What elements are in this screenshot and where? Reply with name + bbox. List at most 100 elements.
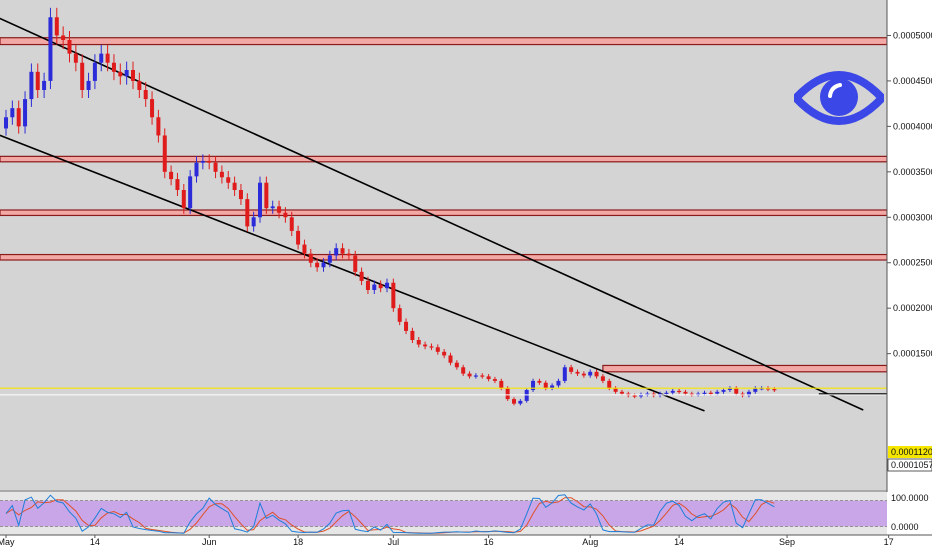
candle-body <box>581 373 586 376</box>
candles <box>4 7 777 406</box>
time-tick-label: Aug <box>582 537 598 547</box>
candle-body <box>99 53 104 63</box>
time-tick-label: May <box>0 537 15 547</box>
candle-body <box>588 371 593 376</box>
time-tick-label: 14 <box>90 537 100 547</box>
time-tick-label: 16 <box>484 537 494 547</box>
candle-body <box>277 206 282 213</box>
candle-body <box>92 62 97 81</box>
candle-body <box>131 70 135 81</box>
candle-body <box>645 393 650 395</box>
candle-body <box>200 160 205 163</box>
candle-body <box>296 230 301 245</box>
candle-body <box>73 53 78 63</box>
candle-body <box>80 62 85 90</box>
candle-body <box>111 62 116 72</box>
candle-body <box>42 80 47 90</box>
candle-body <box>569 367 574 372</box>
candle-body <box>226 177 231 183</box>
candle-body <box>162 135 167 172</box>
candle-body <box>150 99 155 118</box>
candle-body <box>48 17 53 81</box>
time-axis-labels: May14Jun18Jul16Aug14Sep17Oct15Nov14 <box>0 535 894 547</box>
candle-body <box>702 392 707 394</box>
indicator-band <box>0 500 887 527</box>
price-tick-label: 0.0001500 <box>893 349 932 359</box>
candle-body <box>308 253 313 263</box>
candle-body <box>499 380 504 389</box>
candle-body <box>29 71 34 100</box>
candle-body <box>721 390 726 392</box>
candle-body <box>397 308 402 322</box>
candle-body <box>137 80 142 90</box>
candle-body <box>251 217 256 227</box>
time-axis <box>0 535 932 550</box>
candle-body <box>175 179 180 190</box>
candle-body <box>632 395 637 397</box>
candle-body <box>467 373 472 377</box>
price-tick-label: 0.0005000 <box>893 30 932 40</box>
candle-body <box>505 388 510 400</box>
candle-body <box>543 382 548 389</box>
candle-body <box>575 371 580 374</box>
candle-body <box>372 284 377 290</box>
candle-body <box>518 400 523 404</box>
candle-body <box>537 380 542 383</box>
candle-body <box>404 321 409 331</box>
candle-body <box>448 355 453 363</box>
candle-body <box>556 380 561 386</box>
candle-body <box>442 351 447 356</box>
secondary-price-tag-bg <box>887 458 932 472</box>
candle-body <box>594 371 599 377</box>
candle-body <box>54 17 59 36</box>
indicator-tick-bottom: 0.0000 <box>891 522 919 532</box>
candle-body <box>302 244 307 254</box>
candle-body <box>346 253 351 256</box>
candle-body <box>181 190 186 209</box>
candle-body <box>10 108 15 118</box>
candle-body <box>105 53 110 63</box>
candle-body <box>734 388 739 394</box>
candle-body <box>435 347 440 352</box>
candle-body <box>423 344 428 347</box>
candle-body <box>454 362 459 368</box>
resistance-zone <box>0 155 888 163</box>
candle-body <box>607 380 612 389</box>
candle-body <box>169 171 174 180</box>
candle-body <box>689 393 694 395</box>
candle-body <box>746 391 751 396</box>
candle-body <box>664 392 669 394</box>
candle-body <box>258 182 262 218</box>
resistance-zone <box>602 364 888 373</box>
candle-body <box>677 390 682 393</box>
candle-body <box>727 388 732 390</box>
time-tick-label: Sep <box>779 537 795 547</box>
candle-body <box>321 262 326 268</box>
price-axis <box>887 0 932 490</box>
candle-body <box>264 182 269 209</box>
candle-body <box>283 212 288 218</box>
candle-body <box>327 255 332 263</box>
indicator-axis <box>887 492 932 535</box>
price-tick-label: 0.0003000 <box>893 212 932 222</box>
candle-body <box>334 248 339 256</box>
price-tick-label: 0.0003500 <box>893 167 932 177</box>
price-tick-label: 0.0002500 <box>893 258 932 268</box>
candle-body <box>23 99 28 127</box>
candle-body <box>4 117 8 129</box>
candle-body <box>219 171 224 178</box>
resistance-zone <box>0 209 888 217</box>
candle-body <box>696 393 701 395</box>
candle-body <box>353 255 358 272</box>
indicator-k-line <box>5 494 775 534</box>
trendline <box>0 134 705 412</box>
candle-body <box>492 379 497 381</box>
indicator-tick-top: 100.0000 <box>891 493 929 503</box>
candle-body <box>550 385 555 389</box>
candle-body <box>213 162 218 172</box>
candle-body <box>61 35 66 40</box>
candle-body <box>715 391 720 394</box>
candle-body <box>753 388 758 392</box>
price-tick-label: 0.0002000 <box>893 303 932 313</box>
